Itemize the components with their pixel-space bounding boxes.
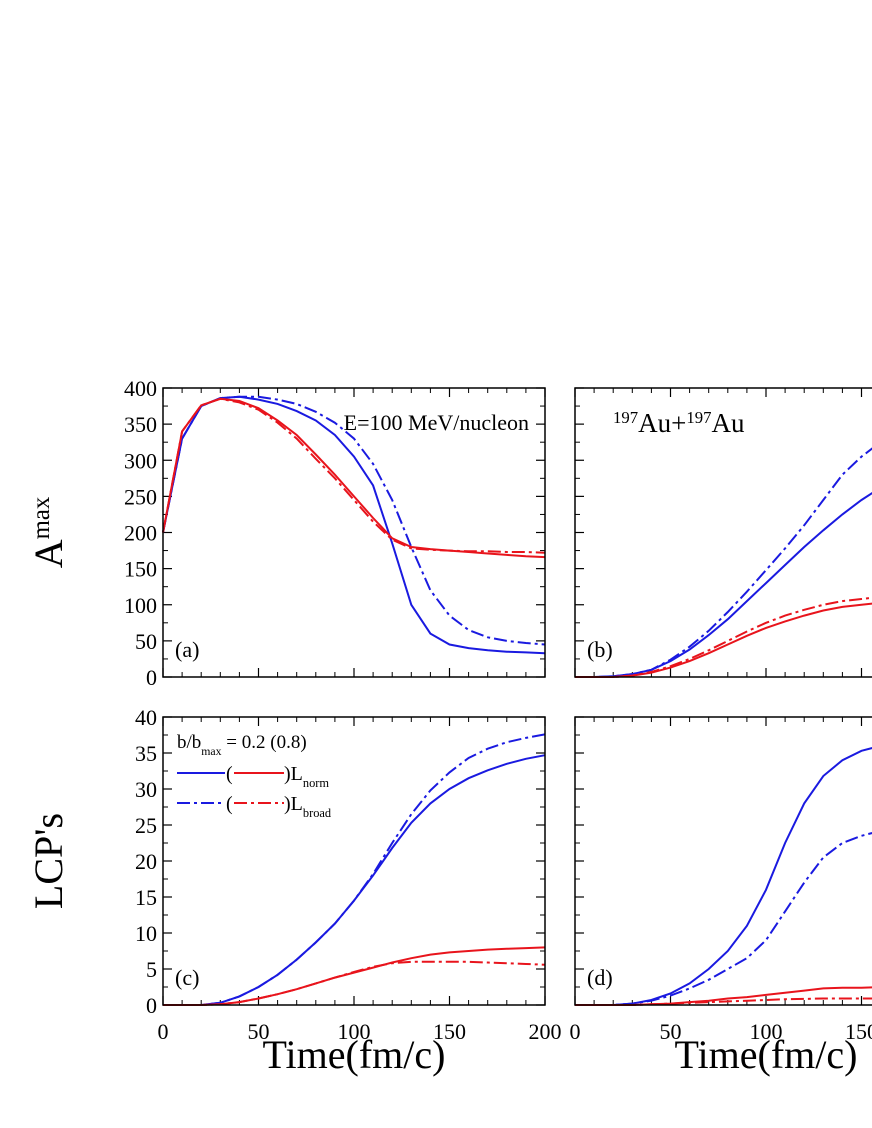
y-tick-label: 300 [124, 448, 157, 473]
series-line [162, 395, 546, 655]
y-tick-label: 100 [124, 593, 157, 618]
series-line [575, 596, 872, 678]
text-part: Au [711, 408, 744, 438]
y-tick-label: 25 [135, 813, 157, 838]
text-part: )L [284, 793, 303, 815]
text-part: E=100 MeV/nucleon [344, 410, 529, 435]
y-axis-label: Amax [26, 496, 71, 568]
x-tick-label: 100 [750, 1019, 783, 1044]
panel-label: (d) [587, 965, 613, 990]
plot-frame [574, 716, 872, 1006]
y-tick-label: 0 [146, 665, 157, 690]
series-line [163, 960, 546, 1006]
panel-label: (a) [175, 637, 199, 662]
x-tick-label: 150 [845, 1019, 872, 1044]
legend-paren: ( [226, 793, 233, 815]
x-tick-label: 0 [570, 1019, 581, 1044]
x-axis-label: Time(fm/c) [263, 1032, 446, 1077]
text-part: max [201, 745, 221, 758]
y-tick-label: 30 [135, 777, 157, 802]
y-tick-label: 0 [146, 993, 157, 1018]
y-tick-label: 350 [124, 412, 157, 437]
x-tick-label: 0 [158, 1019, 169, 1044]
legend-paren: ( [226, 763, 233, 785]
series-line [575, 832, 872, 1006]
text-part: max [28, 496, 55, 539]
text-part: A [26, 539, 71, 568]
y-axis-label: LCP's [26, 813, 71, 909]
x-tick-label: 100 [338, 1019, 371, 1044]
legend-label: )Lbroad [284, 793, 332, 820]
y-tick-label: 15 [135, 885, 157, 910]
plot-frame [162, 387, 546, 678]
series-line [163, 754, 546, 1006]
y-tick-label: 50 [135, 629, 157, 654]
series-line [575, 747, 872, 1006]
series-line [575, 602, 872, 678]
y-tick-label: 150 [124, 557, 157, 582]
x-tick-label: 200 [529, 1019, 562, 1044]
series-line [575, 492, 872, 678]
x-tick-label: 50 [660, 1019, 682, 1044]
series-line [162, 395, 546, 646]
y-tick-label: 250 [124, 484, 157, 509]
y-tick-label: 10 [135, 921, 157, 946]
y-tick-label: 5 [146, 957, 157, 982]
x-tick-label: 50 [248, 1019, 270, 1044]
series-line [163, 733, 546, 1006]
panel-label: (c) [175, 965, 199, 990]
x-axis-label: Time(fm/c) [675, 1032, 858, 1077]
y-tick-label: 200 [124, 521, 157, 546]
x-tick-label: 150 [433, 1019, 466, 1044]
text-part: Au+ [638, 408, 686, 438]
annotation: E=100 MeV/nucleon [344, 410, 529, 435]
plot-frame [574, 387, 872, 678]
series-line [575, 447, 872, 678]
text-part: 197 [686, 408, 711, 427]
text-part: 197 [613, 408, 638, 427]
series-line [162, 397, 546, 554]
annotation: 197Au+197Au [613, 408, 745, 439]
text-part: broad [303, 806, 332, 820]
text-part: norm [303, 776, 330, 790]
text-part: LCP's [26, 813, 71, 909]
y-tick-label: 400 [124, 376, 157, 401]
y-tick-label: 20 [135, 849, 157, 874]
y-tick-label: 40 [135, 705, 157, 730]
legend-label: )Lnorm [284, 763, 329, 790]
y-tick-label: 35 [135, 741, 157, 766]
text-part: )L [284, 763, 303, 785]
panel-label: (b) [587, 637, 613, 662]
text-part: b/b [177, 732, 201, 753]
plot-frame [162, 716, 546, 1006]
legend-title: b/bmax = 0.2 (0.8) [177, 732, 307, 758]
text-part: = 0.2 (0.8) [222, 732, 307, 753]
